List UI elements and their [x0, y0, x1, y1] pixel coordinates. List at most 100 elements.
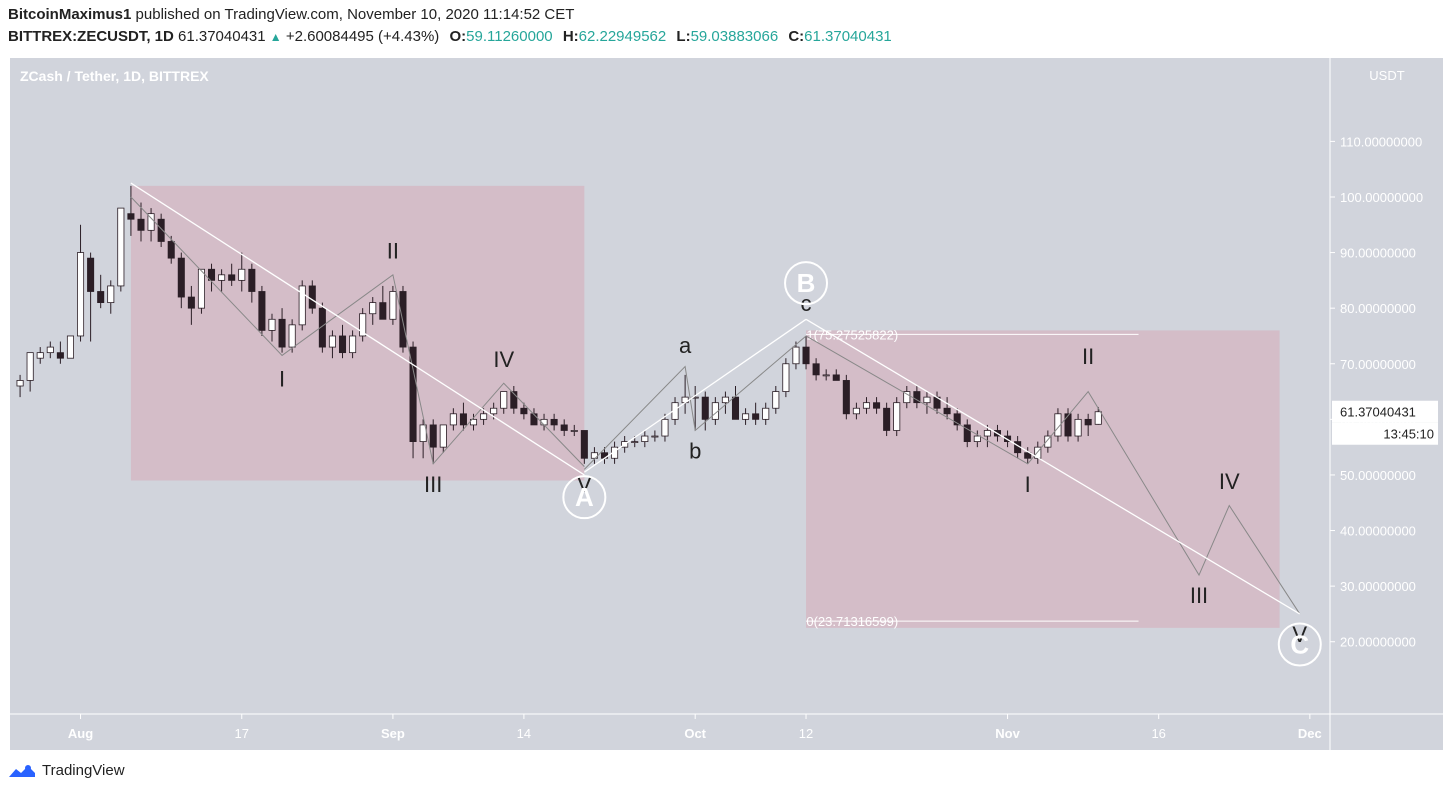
candle-up	[721, 396, 729, 404]
candle-down	[530, 413, 538, 426]
candle-down	[137, 218, 145, 231]
candle-down	[963, 424, 971, 442]
x-tick-label: 17	[235, 726, 249, 741]
x-tick-label: Aug	[68, 726, 93, 741]
wave-label: IV	[493, 347, 514, 372]
y-tick-label: 80.00000000	[1340, 301, 1416, 316]
publisher-name[interactable]: BitcoinMaximus1	[8, 6, 132, 23]
candle-down	[379, 302, 387, 320]
current-price-box	[1332, 400, 1438, 423]
x-tick-label: Dec	[1298, 726, 1322, 741]
candle-down	[510, 391, 518, 409]
candle-down	[399, 291, 407, 348]
candle-down	[943, 407, 951, 415]
low-value: 59.03883066	[690, 28, 779, 45]
high-label: H:	[562, 28, 579, 45]
brand-name: TradingView	[42, 762, 125, 779]
candle-up	[893, 402, 901, 431]
candle-up	[218, 274, 226, 281]
x-tick-label: 14	[517, 726, 531, 741]
candle-down	[127, 213, 135, 220]
candle-down	[832, 374, 840, 381]
candle-up	[449, 413, 457, 426]
candle-up	[772, 391, 780, 409]
wave-circle	[1277, 622, 1322, 667]
y-tick-label: 30.00000000	[1340, 579, 1416, 594]
candle-up	[328, 335, 336, 348]
candle-up	[852, 407, 860, 415]
candle-up	[862, 402, 871, 409]
x-tick-label: Oct	[684, 726, 706, 741]
wave-path	[805, 335, 1301, 615]
candle-up	[641, 435, 649, 442]
wave-circle-label: C	[1290, 630, 1309, 660]
candle-down	[228, 274, 236, 281]
candle-up	[359, 313, 367, 337]
low-label: L:	[676, 28, 691, 45]
candle-up	[923, 396, 931, 404]
up-arrow-icon: ▲	[269, 30, 282, 44]
time-axis[interactable]	[10, 714, 1443, 750]
high-value: 62.22949562	[578, 28, 667, 45]
wave-label: II	[1082, 344, 1094, 369]
candle-up	[107, 285, 115, 304]
x-tick-label: 12	[799, 726, 813, 741]
candle-down	[97, 291, 105, 304]
candle-up	[822, 374, 830, 377]
trendline	[583, 318, 807, 473]
x-axis-ticks: Aug 17 Sep 14 Oct 12 Nov 16 Dec	[10, 713, 1443, 741]
candle-down	[520, 407, 528, 415]
price-axis[interactable]	[1330, 58, 1443, 714]
candle-down	[208, 268, 216, 281]
candle-up	[26, 352, 34, 381]
candle-up	[1054, 413, 1062, 437]
candle-down	[308, 285, 316, 309]
candle-down	[560, 424, 568, 431]
candle-down	[167, 241, 175, 259]
chart-title: ZCash / Tether, 1D, BITTREX	[20, 68, 209, 84]
candle-up	[66, 335, 74, 359]
candle-up	[16, 380, 24, 387]
y-tick-label: 110.00000000	[1340, 134, 1422, 149]
candle-down	[1084, 418, 1092, 426]
tradingview-brand[interactable]: TradingView	[8, 762, 125, 779]
candle-up	[903, 391, 911, 404]
wave-label: III	[424, 472, 442, 497]
candle-up	[238, 268, 246, 281]
candle-up	[77, 252, 85, 337]
candle-down	[701, 396, 709, 420]
wave-path	[130, 196, 585, 467]
candle-up	[661, 418, 669, 437]
fib-zone	[130, 185, 585, 481]
trendlines-layer	[130, 182, 1301, 615]
fib-level-label: 1(75.27525822)	[806, 327, 898, 342]
candle-up	[792, 346, 800, 365]
fib-level-label: 0(23.71316599)	[806, 614, 898, 629]
candle-up	[480, 413, 488, 420]
symbol-name: BITTREX:ZECUSDT, 1D	[8, 28, 174, 45]
fib-layer: 1(75.27525822) 0(23.71316599)	[806, 327, 1139, 629]
candle-up	[983, 430, 991, 437]
candle-down	[752, 413, 760, 420]
trendline	[130, 182, 585, 476]
y-tick-label: 20.00000000	[1340, 635, 1416, 650]
publish-info: BitcoinMaximus1 published on TradingView…	[8, 6, 574, 23]
x-tick-label: Nov	[995, 726, 1020, 741]
candle-up	[651, 435, 659, 438]
wave-label: V	[577, 472, 592, 497]
x-tick-label: Sep	[381, 726, 405, 741]
close-label: C:	[788, 28, 805, 45]
candle-up	[117, 207, 125, 287]
candle-up	[490, 407, 498, 415]
candle-down	[459, 413, 467, 426]
candle-up	[1074, 418, 1082, 437]
wave-circle	[784, 261, 829, 306]
candle-up	[298, 285, 306, 326]
symbol-info: BITTREX:ZECUSDT, 1D 61.37040431 ▲ +2.600…	[8, 28, 892, 45]
candle-down	[278, 318, 286, 348]
y-tick-label: 100.00000000	[1340, 190, 1423, 205]
y-tick-label: 40.00000000	[1340, 524, 1416, 539]
x-tick-label: 16	[1151, 726, 1165, 741]
candle-down	[157, 218, 165, 242]
